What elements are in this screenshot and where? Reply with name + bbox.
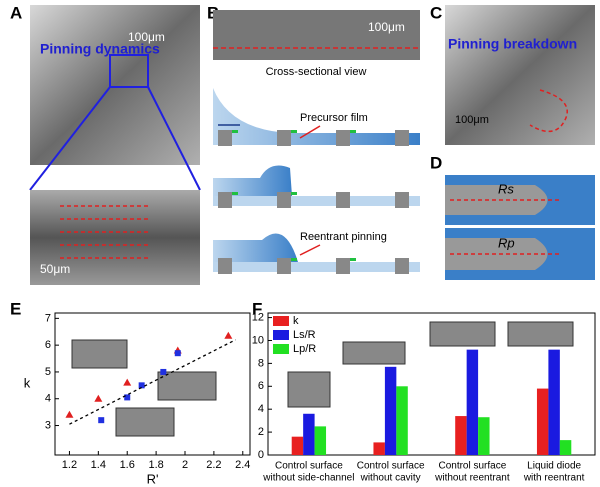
panel-label: D: [430, 153, 442, 172]
panel-label: F: [252, 299, 262, 318]
x-tick-label: without side-channel: [262, 473, 354, 484]
point: [124, 394, 131, 401]
sem-image: [30, 5, 200, 165]
plot-frame: [267, 312, 596, 456]
x-tick-label: 1.6: [120, 459, 135, 471]
x-tick-label: 1.8: [148, 459, 163, 471]
legend-swatch: [273, 330, 289, 340]
annotation: Reentrant pinning: [300, 231, 387, 243]
y-tick-label: 3: [45, 419, 51, 431]
y-tick-label: 2: [258, 426, 264, 438]
panel-title: Pinning breakdown: [448, 36, 577, 52]
bar: [455, 416, 467, 455]
zoom-line: [147, 86, 201, 191]
legend-label: Lp/R: [293, 343, 316, 355]
bar: [384, 366, 397, 455]
panel-label: A: [10, 3, 22, 22]
label: Rp: [498, 235, 515, 250]
x-tick-label: 2.4: [235, 459, 250, 471]
point: [160, 368, 167, 375]
y-tick-label: 4: [258, 403, 264, 415]
legend-swatch: [273, 316, 289, 326]
x-tick-label: 1.4: [91, 459, 106, 471]
x-tick-label: 2: [182, 459, 188, 471]
legend-label: Ls/R: [293, 329, 316, 341]
y-tick-label: 6: [258, 380, 264, 392]
bar: [548, 349, 560, 455]
x-tick-label: without reentrant: [434, 473, 510, 484]
point: [65, 410, 74, 418]
bar: [466, 349, 479, 455]
point: [224, 331, 233, 339]
bar: [396, 386, 408, 455]
panel-label: E: [10, 299, 21, 318]
bar: [373, 442, 385, 455]
legend-label: k: [293, 315, 299, 327]
point: [138, 382, 145, 389]
red-lines: [60, 205, 150, 259]
annotation: Precursor film: [300, 112, 368, 124]
panel-label: C: [430, 3, 442, 22]
point: [98, 417, 105, 424]
panel-title: Pinning dynamics: [40, 41, 160, 57]
channel: [445, 238, 548, 270]
x-tick-label: Control surface: [357, 461, 425, 472]
scale-label: 100μm: [128, 30, 165, 44]
schematic: [213, 88, 420, 274]
bar: [478, 417, 490, 455]
zoom-box: [109, 54, 149, 88]
x-tick-label: Liquid diode: [527, 461, 581, 472]
x-tick-label: 1.2: [62, 459, 77, 471]
x-tick-label: Control surface: [438, 461, 506, 472]
y-axis-label: k: [24, 375, 31, 390]
zoom-line: [29, 86, 111, 191]
bar: [291, 436, 304, 455]
legend-swatch: [273, 344, 289, 354]
bar: [559, 440, 572, 455]
scale-label: 100μm: [368, 20, 405, 34]
insets: [71, 321, 574, 437]
y-tick-label: 4: [45, 393, 51, 405]
x-axis-label: R': [147, 471, 159, 486]
x-tick-label: without cavity: [360, 473, 421, 484]
y-tick-label: 12: [252, 311, 264, 323]
red-line: [529, 89, 568, 133]
bar: [303, 413, 315, 455]
x-tick-label: 2.2: [206, 459, 221, 471]
y-tick-label: 8: [258, 357, 264, 369]
point: [123, 378, 132, 386]
y-tick-label: 0: [258, 449, 264, 461]
point: [94, 394, 103, 402]
point: [174, 350, 181, 357]
y-tick-label: 10: [252, 334, 264, 346]
plot-frame: [54, 312, 251, 456]
sem-image: [445, 5, 595, 145]
caption: Cross-sectional view: [266, 66, 367, 78]
label: Rs: [498, 181, 514, 196]
y-tick-label: 7: [45, 312, 51, 324]
x-tick-label: with reentrant: [523, 473, 585, 484]
bar: [314, 426, 327, 455]
channel: [445, 185, 548, 215]
scale-label: 50μm: [40, 262, 70, 276]
fit-line: [69, 339, 236, 425]
x-tick-label: Control surface: [275, 461, 343, 472]
scale-label: 100μm: [455, 114, 489, 126]
y-tick-label: 5: [45, 366, 51, 378]
sem-image: [213, 10, 420, 60]
y-tick-label: 6: [45, 339, 51, 351]
bar: [536, 388, 549, 455]
sem-image: [30, 190, 200, 285]
